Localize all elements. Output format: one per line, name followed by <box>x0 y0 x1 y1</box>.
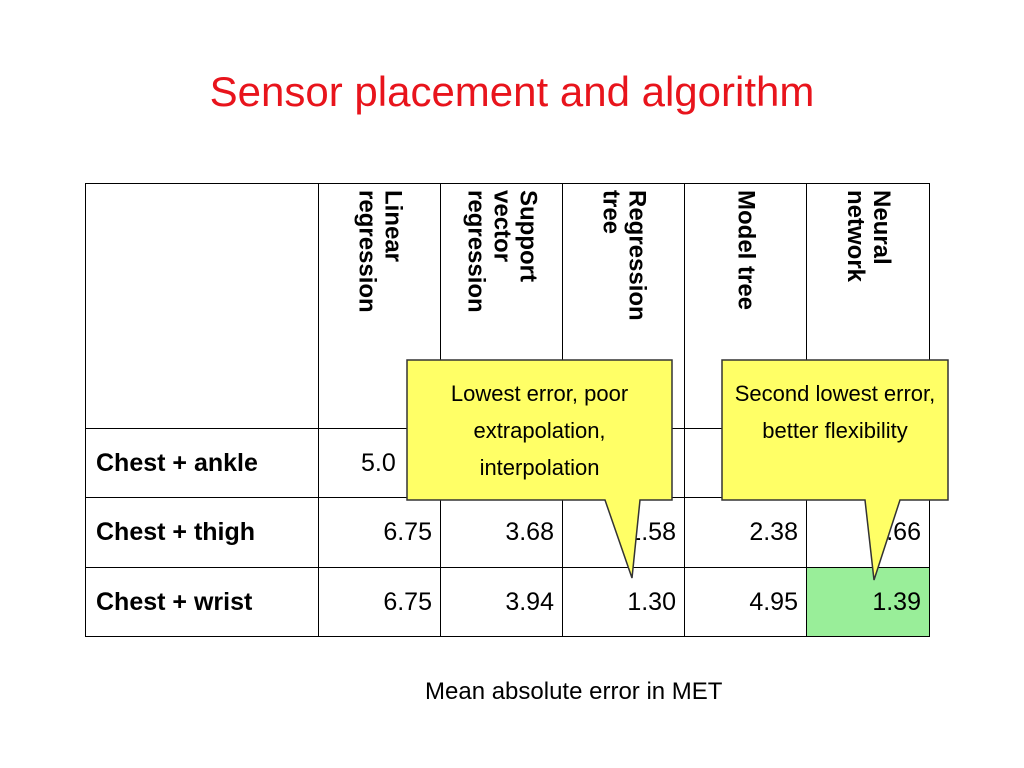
caption: Mean absolute error in MET <box>425 678 723 705</box>
value-cell: 1.39 <box>806 567 930 637</box>
header-cell: Neural network <box>806 183 930 429</box>
header-text: Model tree <box>732 190 760 311</box>
row-header: Chest + thigh <box>85 497 319 568</box>
header-text: Regression tree <box>597 190 651 321</box>
value-cell: 4.95 <box>684 567 807 637</box>
callout-box <box>721 359 949 581</box>
header-text: Linear regression <box>353 190 407 313</box>
row-header: Chest + wrist <box>85 567 319 637</box>
callout-text: Lowest error, poor extrapolation, interp… <box>450 381 629 480</box>
slide-title: Sensor placement and algorithm <box>209 68 815 115</box>
header-text: Neural network <box>842 190 895 283</box>
callout-text: Second lowest error, better flexibility <box>734 381 936 443</box>
value-cell: 3.94 <box>440 567 563 637</box>
header-text: Support vector regression <box>462 190 542 313</box>
callout-box <box>406 359 673 579</box>
